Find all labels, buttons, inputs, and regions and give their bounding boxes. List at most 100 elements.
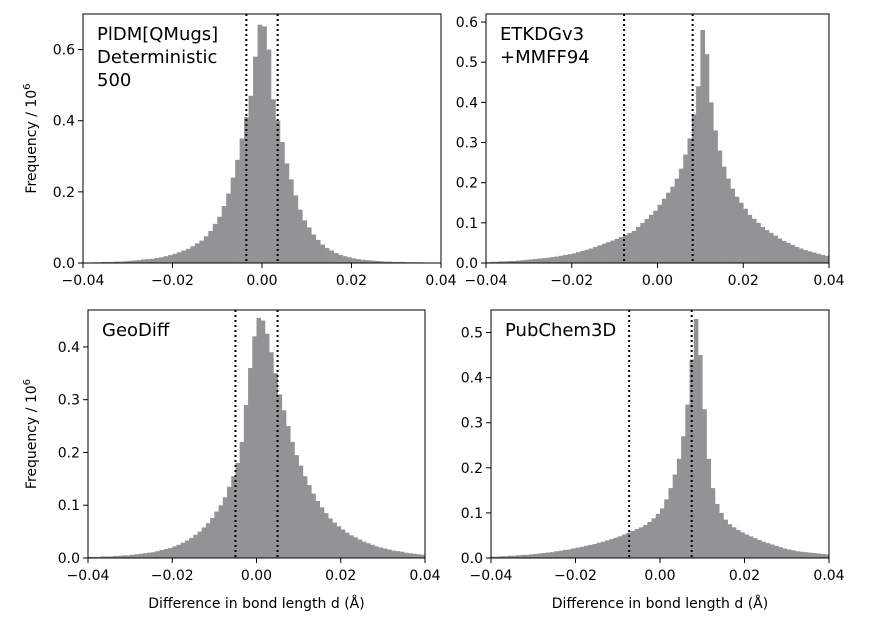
y-tick-label: 0.1 <box>456 216 478 232</box>
histogram-bar <box>761 541 766 558</box>
histogram-bar <box>676 458 682 558</box>
histogram-bar <box>172 253 178 263</box>
histogram-bar <box>136 260 142 263</box>
histogram-bar <box>408 553 413 558</box>
histogram-bar <box>281 410 287 558</box>
histogram-bar <box>340 529 346 558</box>
histogram-panel-pldm-qmugs: −0.04 −0.02 0.00 0.02 0.04 0.0 0.2 0.4 0.6 PlDM[Q… <box>22 13 457 289</box>
histogram-bar <box>661 198 667 263</box>
histogram-bar <box>315 501 321 558</box>
histogram-bar <box>721 166 727 263</box>
x-tick-label: −0.02 <box>554 568 597 584</box>
y-tick-label: 0.1 <box>58 498 80 514</box>
histogram-bar <box>235 463 240 558</box>
histogram-bar <box>693 319 699 558</box>
histogram-bar <box>537 258 543 263</box>
histogram-bar <box>197 531 203 558</box>
histogram-bar <box>723 519 728 558</box>
y-tick-label: 0.5 <box>456 55 478 71</box>
histogram-bar <box>503 556 509 558</box>
histogram-bar <box>820 254 826 263</box>
y-tick-label: 0.0 <box>461 551 483 567</box>
histogram-bar <box>172 546 177 558</box>
histogram-bar <box>597 245 603 263</box>
x-tick-label: 0.04 <box>813 568 844 584</box>
histogram-bar <box>706 458 712 558</box>
histogram-bar <box>683 154 688 263</box>
histogram-bar <box>324 248 330 263</box>
histogram-bar <box>239 441 245 558</box>
histogram-bar <box>252 336 257 558</box>
histogram-bar <box>277 394 283 558</box>
histogram-bar <box>298 465 304 558</box>
histogram-bar <box>588 248 594 263</box>
histogram-bar <box>361 541 367 558</box>
histogram-bar <box>357 539 363 558</box>
y-tick-label: 0.6 <box>456 15 478 31</box>
histogram-bar <box>554 551 559 558</box>
histogram-bar <box>571 548 576 558</box>
histogram-bar <box>503 261 508 263</box>
histogram-bar <box>123 261 129 263</box>
histogram-bar <box>765 543 771 558</box>
histogram-bar <box>545 552 551 558</box>
histogram-bar <box>567 549 572 558</box>
histogram-bar <box>168 255 173 263</box>
histogram-bar <box>180 542 186 558</box>
x-axis-label: Difference in bond length d (Å) <box>552 595 768 612</box>
histogram-bar <box>399 551 405 558</box>
histogram-bar <box>588 544 593 558</box>
histogram-bar <box>681 436 686 558</box>
histogram-bar <box>618 236 624 263</box>
y-tick-label: 0.2 <box>461 461 483 477</box>
histogram-bar <box>412 553 417 558</box>
histogram-bar <box>212 223 218 263</box>
x-tick-label: 0.00 <box>241 568 272 584</box>
histogram-bar <box>727 524 733 558</box>
histogram-bar <box>580 250 585 263</box>
histogram-bar <box>687 138 693 263</box>
histogram-bar <box>666 192 671 263</box>
histogram-bar <box>185 248 191 263</box>
histogram-bar <box>769 544 775 558</box>
histogram-bar <box>660 508 665 558</box>
histogram-bar <box>634 529 640 558</box>
histogram-bar <box>647 521 652 558</box>
panel-annotation-line: ETKDGv3 <box>500 24 584 45</box>
histogram-bar <box>193 534 198 558</box>
histogram-bar <box>248 95 254 263</box>
x-tick-label: −0.02 <box>151 273 194 289</box>
histogram-bar <box>610 240 615 263</box>
histogram-bar <box>248 368 253 558</box>
histogram-bars <box>486 30 830 264</box>
histogram-bar <box>790 244 796 263</box>
x-tick-label: −0.02 <box>550 273 593 289</box>
histogram-bar <box>533 258 538 263</box>
histogram-bar <box>757 539 762 558</box>
histogram-bar <box>507 555 513 558</box>
histogram-bar <box>400 261 406 263</box>
x-tick-label: 0.00 <box>644 568 675 584</box>
x-tick-label: −0.04 <box>470 568 513 584</box>
histogram-bar <box>790 550 796 558</box>
histogram-bar <box>708 102 714 263</box>
histogram-bar <box>512 555 517 558</box>
histogram-bar <box>798 248 804 263</box>
histogram-bar <box>617 536 623 558</box>
histogram-bar <box>364 260 370 263</box>
histogram-bar <box>623 234 628 263</box>
y-tick-label: 0.4 <box>461 371 483 387</box>
histogram-bar <box>698 355 703 558</box>
histogram-panel-geodiff: −0.04 −0.02 0.00 0.02 0.04 0.0 0.1 0.2 0.3 0.4 Geo… <box>22 309 441 612</box>
histogram-bar <box>109 556 114 558</box>
histogram-bar <box>127 260 133 263</box>
histogram-bar <box>605 540 610 558</box>
histogram-bar <box>593 246 598 263</box>
histogram-bar <box>264 333 270 558</box>
histogram-bar <box>370 544 375 558</box>
histogram-bar <box>275 120 281 264</box>
y-tick-label: 0.3 <box>456 136 478 152</box>
histogram-bar <box>92 556 97 558</box>
histogram-bar <box>498 261 504 263</box>
histogram-bar <box>181 250 187 263</box>
